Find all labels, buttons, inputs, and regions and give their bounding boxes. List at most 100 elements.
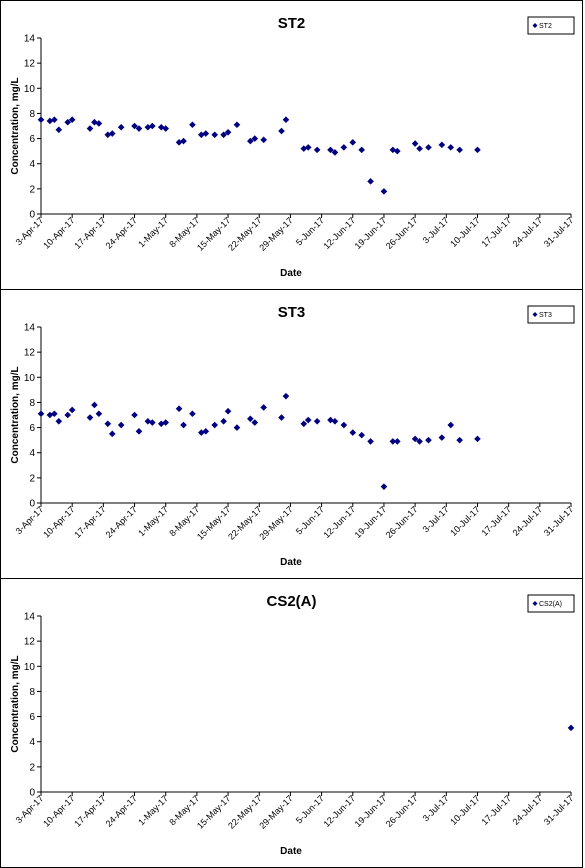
x-tick-label: 29-May-17 xyxy=(257,215,294,252)
x-tick-label: 12-Jun-17 xyxy=(321,215,357,251)
x-tick-label: 1-May-17 xyxy=(136,504,170,538)
data-point xyxy=(68,406,76,414)
data-point xyxy=(438,434,446,441)
data-point xyxy=(86,125,94,132)
data-point xyxy=(389,438,397,445)
data-point xyxy=(447,144,455,151)
data-point xyxy=(367,438,374,445)
y-tick-label: 14 xyxy=(24,323,36,334)
x-tick-label: 1-May-17 xyxy=(136,215,170,249)
data-point xyxy=(55,417,63,425)
data-point xyxy=(416,145,423,152)
legend-box xyxy=(527,305,575,324)
x-tick-label: 12-Jun-17 xyxy=(321,793,357,829)
x-tick-label: 24-Jul-17 xyxy=(511,504,545,538)
data-point xyxy=(416,438,423,445)
x-tick-label: 10-Apr-17 xyxy=(41,215,76,250)
data-point xyxy=(37,410,45,418)
data-point xyxy=(247,415,254,423)
data-point xyxy=(251,419,259,426)
data-point xyxy=(278,127,285,135)
data-point xyxy=(108,130,116,137)
chart-title: CS2(A) xyxy=(266,593,316,610)
data-point xyxy=(474,146,481,154)
data-point xyxy=(95,120,103,127)
chart-panel-cs2a: CS2(A) 0 2 4 6 8 10 12 14 3-Apr-17 10-Apr-17 17-Apr… xyxy=(0,578,583,868)
x-tick-label: 17-Apr-17 xyxy=(72,793,107,828)
data-point xyxy=(224,407,232,415)
y-tick-label: 6 xyxy=(29,423,35,434)
x-axis-label: Date xyxy=(280,846,302,857)
data-point xyxy=(37,116,45,124)
data-point xyxy=(46,117,54,125)
data-point xyxy=(331,149,339,156)
x-tick-label: 17-Jul-17 xyxy=(479,504,513,538)
data-point xyxy=(394,438,401,445)
data-point xyxy=(131,122,138,130)
x-tick-label: 10-Jul-17 xyxy=(448,793,482,827)
x-tick-label: 10-Apr-17 xyxy=(41,793,76,828)
y-tick-label: 12 xyxy=(24,59,36,70)
x-tick-label: 5-Jun-17 xyxy=(294,793,326,825)
legend-box xyxy=(527,594,575,613)
x-tick-label: 10-Jul-17 xyxy=(448,215,482,249)
x-tick-label: 17-Apr-17 xyxy=(72,504,107,539)
data-point xyxy=(358,146,365,154)
data-point xyxy=(278,414,285,421)
data-point xyxy=(247,137,254,145)
data-point xyxy=(189,410,196,418)
x-tick-label: 24-Jul-17 xyxy=(511,215,545,249)
legend-entry: ST2 xyxy=(539,23,552,30)
data-point xyxy=(211,421,218,429)
x-tick-label: 1-May-17 xyxy=(136,793,170,827)
data-point xyxy=(51,116,58,124)
data-point xyxy=(117,421,125,429)
data-point xyxy=(157,420,165,428)
data-point xyxy=(300,420,308,428)
data-point xyxy=(149,122,156,130)
data-point xyxy=(474,435,481,443)
data-point xyxy=(135,428,143,435)
y-tick-label: 0 xyxy=(29,788,35,799)
data-point xyxy=(304,144,312,151)
legend-marker xyxy=(532,601,538,606)
y-tick-label: 14 xyxy=(24,612,36,623)
data-point xyxy=(349,139,357,146)
chart-title: ST2 xyxy=(278,15,306,32)
data-point xyxy=(233,424,241,431)
y-tick-label: 4 xyxy=(29,737,35,748)
data-point xyxy=(380,188,388,195)
y-tick-label: 14 xyxy=(24,34,36,45)
data-point xyxy=(282,392,290,400)
data-point xyxy=(349,429,357,436)
data-point xyxy=(327,416,334,424)
y-tick-label: 10 xyxy=(24,662,36,673)
data-point xyxy=(220,417,227,425)
x-tick-label: 3-Jul-17 xyxy=(421,215,451,245)
data-point xyxy=(340,144,348,151)
x-tick-label: 5-Jun-17 xyxy=(294,504,326,536)
data-point xyxy=(425,436,432,444)
x-tick-label: 3-Jul-17 xyxy=(421,793,451,823)
x-tick-label: 17-Jul-17 xyxy=(479,793,513,827)
data-point xyxy=(331,417,339,425)
x-tick-label: 3-Jul-17 xyxy=(421,504,451,534)
x-tick-label: 24-Apr-17 xyxy=(104,215,139,250)
x-tick-label: 10-Apr-17 xyxy=(41,504,76,539)
x-axis-label: Date xyxy=(280,557,302,568)
x-tick-label: 31-Jul-17 xyxy=(542,504,576,538)
chart-cs2a: CS2(A)024681012143-Apr-1710-Apr-1717-Apr… xyxy=(10,593,575,857)
legend: ST3 xyxy=(527,305,575,324)
data-point xyxy=(282,116,290,124)
x-tick-label: 31-Jul-17 xyxy=(542,215,576,249)
data-point xyxy=(340,421,348,429)
data-point xyxy=(64,118,72,126)
y-tick-label: 2 xyxy=(29,762,35,773)
data-point xyxy=(251,135,259,142)
y-tick-label: 6 xyxy=(29,134,35,145)
y-tick-label: 2 xyxy=(29,184,35,195)
data-point xyxy=(68,116,76,124)
x-tick-label: 12-Jun-17 xyxy=(321,504,357,540)
data-point xyxy=(456,436,463,444)
data-point xyxy=(104,420,112,428)
